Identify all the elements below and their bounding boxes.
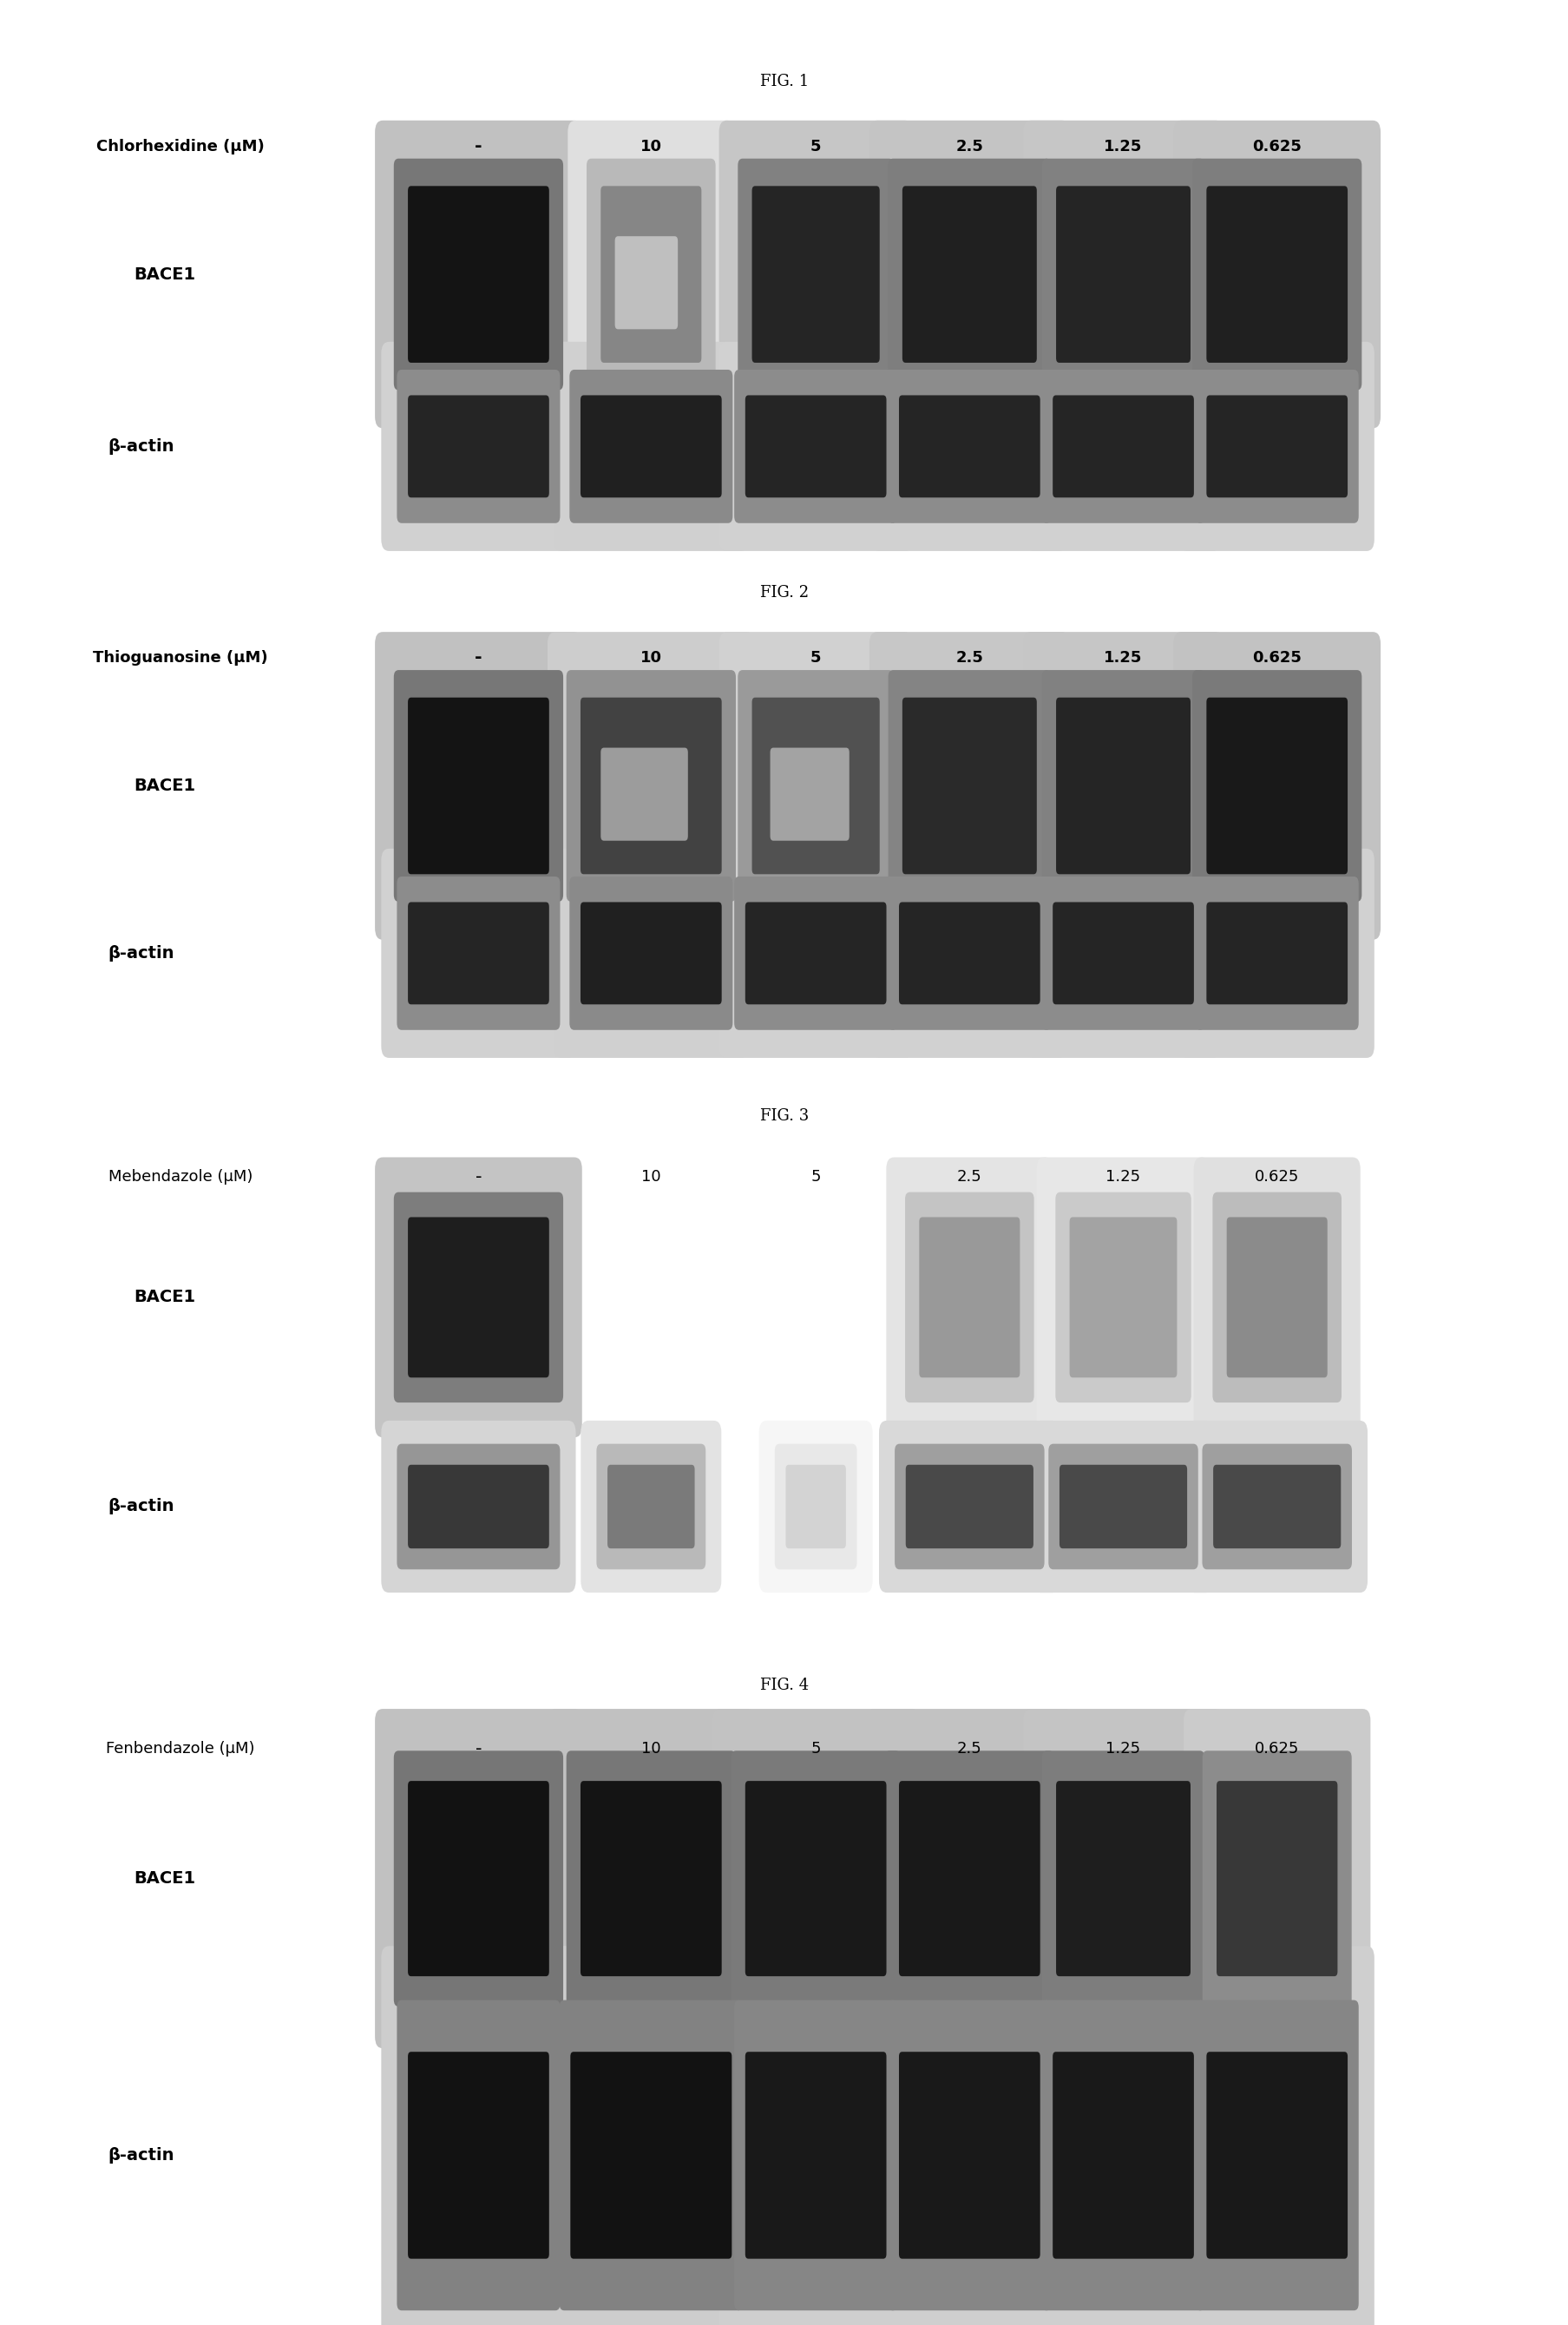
Text: 2.5: 2.5	[956, 1741, 982, 1755]
Text: 10: 10	[640, 651, 662, 665]
Text: FIG. 4: FIG. 4	[759, 1679, 809, 1693]
Text: 2.5: 2.5	[955, 139, 983, 153]
Text: 1.25: 1.25	[1104, 139, 1142, 153]
Text: 1.25: 1.25	[1105, 1741, 1140, 1755]
Text: FIG. 2: FIG. 2	[759, 586, 809, 600]
Text: 1.25: 1.25	[1105, 1169, 1140, 1183]
Text: 5: 5	[811, 1169, 820, 1183]
Text: -: -	[475, 137, 481, 156]
Text: 5: 5	[811, 651, 820, 665]
Text: Mebendazole (μM): Mebendazole (μM)	[108, 1169, 252, 1183]
Text: Fenbendazole (μM): Fenbendazole (μM)	[107, 1741, 254, 1755]
Text: Thioguanosine (μM): Thioguanosine (μM)	[93, 651, 268, 665]
Text: β-actin: β-actin	[108, 1497, 174, 1516]
Text: -: -	[475, 649, 481, 667]
Text: 1.25: 1.25	[1104, 651, 1142, 665]
Text: 0.625: 0.625	[1254, 1169, 1298, 1183]
Text: β-actin: β-actin	[108, 944, 174, 963]
Text: -: -	[475, 1167, 481, 1186]
Text: 10: 10	[640, 139, 662, 153]
Text: β-actin: β-actin	[108, 437, 174, 456]
Text: 5: 5	[811, 1741, 820, 1755]
Text: BACE1: BACE1	[133, 1869, 196, 1888]
Text: BACE1: BACE1	[133, 1288, 196, 1307]
Text: 2.5: 2.5	[956, 1169, 982, 1183]
Text: FIG. 3: FIG. 3	[759, 1109, 809, 1123]
Text: 0.625: 0.625	[1254, 1741, 1298, 1755]
Text: 2.5: 2.5	[955, 651, 983, 665]
Text: FIG. 1: FIG. 1	[759, 74, 809, 88]
Text: 10: 10	[641, 1741, 660, 1755]
Text: β-actin: β-actin	[108, 2146, 174, 2165]
Text: Chlorhexidine (μM): Chlorhexidine (μM)	[96, 139, 265, 153]
Text: BACE1: BACE1	[133, 265, 196, 284]
Text: BACE1: BACE1	[133, 777, 196, 795]
Text: -: -	[475, 1739, 481, 1758]
Text: 0.625: 0.625	[1251, 139, 1301, 153]
Text: 10: 10	[641, 1169, 660, 1183]
Text: 5: 5	[811, 139, 820, 153]
Text: 0.625: 0.625	[1251, 651, 1301, 665]
